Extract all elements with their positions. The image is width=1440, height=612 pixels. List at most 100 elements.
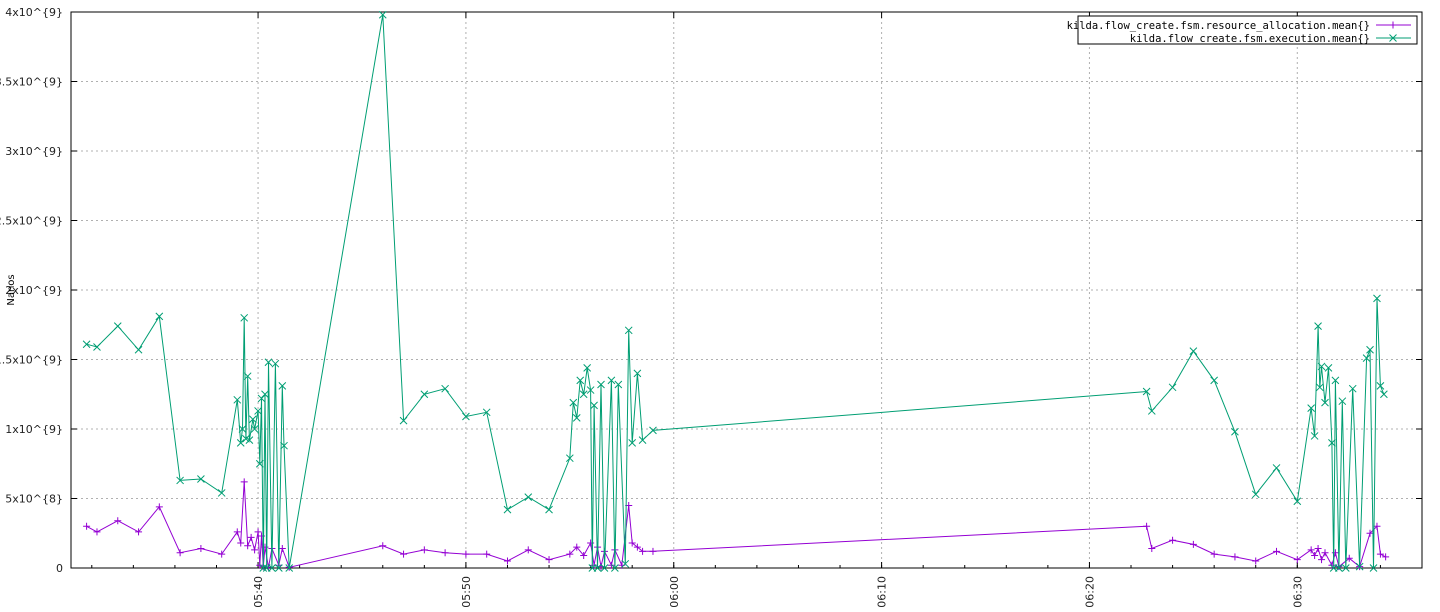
legend: kilda.flow_create.fsm.resource_allocatio… [1067,15,1418,45]
data-point [259,564,268,572]
y-tick-label: 2x10^{9} [5,284,63,297]
data-point [462,412,470,421]
data-point [572,414,581,422]
data-point [583,363,592,372]
data-point [1293,497,1302,506]
data-point [580,551,588,559]
data-point [503,557,511,565]
data-point [1369,564,1378,572]
data-point [628,439,637,447]
data-point [441,384,449,393]
data-point [597,380,605,389]
series-line [86,481,1386,568]
data-point [197,545,205,553]
data-point [1366,345,1374,354]
data-point [1341,564,1350,572]
data-point [278,545,286,553]
legend-label: kilda.flow_create.fsm.resource_allocatio… [1067,20,1370,32]
data-point [1189,347,1198,356]
data-point [93,528,101,536]
data-point [1314,545,1322,553]
data-point [462,550,470,558]
x-tick-label: 06:20 [1083,576,1096,608]
data-point [611,564,619,572]
legend-box [1077,15,1418,45]
data-point [1362,354,1371,362]
y-axis-label: Nanos [6,274,17,305]
data-point [593,564,602,572]
data-point [240,313,249,322]
data-point [114,517,122,525]
data-point [268,564,276,572]
data-point [250,425,259,433]
data-point [233,395,242,404]
legend-label: kilda.flow_create.fsm.execution.mean{} [1130,33,1370,45]
data-point [1311,551,1319,559]
data-point [254,407,262,415]
data-point [1355,562,1364,571]
data-point [621,559,630,568]
series-layer [82,10,1390,572]
data-point [197,475,205,483]
data-point [1272,464,1281,472]
data-point [1307,546,1315,554]
data-point [245,436,254,444]
data-point [1328,439,1336,447]
data-point [1366,529,1374,537]
data-point [244,542,252,550]
data-point [1210,376,1219,385]
data-point [135,528,143,536]
data-point [1376,382,1385,390]
data-point [379,542,387,550]
data-point [251,546,259,554]
data-point [247,533,255,541]
data-point [545,556,553,564]
data-point [400,550,408,558]
data-point [1380,390,1388,399]
x-tick-label: 06:10 [876,576,889,608]
data-point [1273,547,1281,555]
data-point [1310,432,1319,440]
data-point [1168,383,1177,392]
data-point [1252,557,1260,565]
data-point [238,425,247,433]
data-point [1231,427,1239,436]
data-point [1147,407,1156,415]
data-point [639,547,647,555]
data-point [378,10,387,19]
data-point [524,493,533,501]
data-point [633,369,642,378]
data-point [590,401,598,410]
data-point [576,376,585,385]
y-tick-label: 2.5x10^{9} [0,215,63,228]
data-point [628,539,636,547]
data-point [1231,553,1239,561]
y-tick-label: 4x10^{9} [5,6,63,19]
data-point [83,522,91,530]
data-point [566,550,574,558]
data-point [545,505,553,514]
data-point [1189,540,1197,548]
x-tick-label: 05:40 [252,576,265,608]
data-point [565,454,574,463]
data-point [1210,550,1218,558]
x-tick-label: 05:50 [460,576,473,608]
data-point [1148,545,1156,553]
data-point [441,549,449,557]
data-point [155,503,163,511]
data-point [274,564,283,572]
series-cross [82,10,1388,572]
data-point [624,326,633,335]
data-point [93,343,101,351]
data-point [1251,490,1260,499]
legend-marker [1389,34,1397,42]
data-point [482,408,491,417]
data-point [1318,556,1326,564]
data-point [1373,522,1381,530]
data-point [278,382,287,390]
data-point [218,550,226,558]
data-point [255,459,264,468]
data-point [280,441,288,450]
data-point [1338,397,1347,406]
x-tick-label: 06:30 [1291,576,1304,608]
